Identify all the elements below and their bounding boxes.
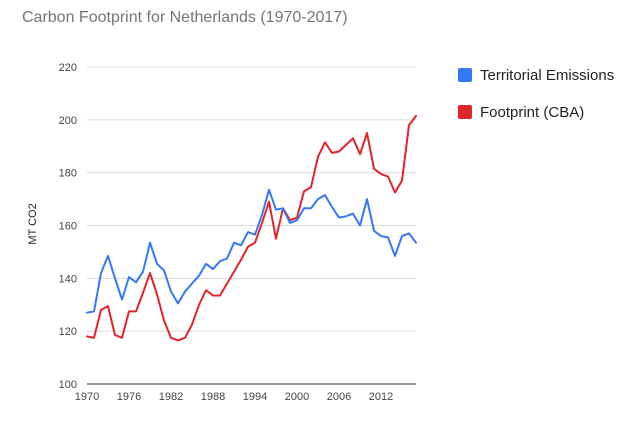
x-tick-label: 1970 bbox=[75, 391, 99, 403]
chart-title: Carbon Footprint for Netherlands (1970-2… bbox=[22, 9, 348, 26]
series-lines bbox=[86, 114, 417, 342]
grid-lines bbox=[87, 66, 416, 385]
y-tick-label: 140 bbox=[59, 273, 77, 285]
legend-swatch bbox=[458, 105, 472, 119]
y-axis-ticks: 100 120 140 160 180 200 220 bbox=[59, 62, 77, 391]
x-axis-ticks: 1970 1976 1982 1988 1994 2000 2006 2012 bbox=[75, 391, 393, 403]
x-tick-label: 1976 bbox=[117, 391, 141, 403]
legend-item: Footprint (CBA) bbox=[458, 104, 584, 121]
y-tick-label: 200 bbox=[59, 115, 77, 127]
legend-label: Territorial Emissions bbox=[480, 67, 614, 84]
legend: Territorial Emissions Footprint (CBA) bbox=[458, 67, 614, 121]
x-tick-label: 2000 bbox=[285, 391, 309, 403]
y-tick-label: 100 bbox=[59, 379, 77, 391]
y-tick-label: 220 bbox=[59, 62, 77, 74]
legend-item: Territorial Emissions bbox=[458, 67, 614, 84]
series-line-territorial-emissions bbox=[86, 188, 417, 314]
series-line-footprint-cba bbox=[86, 114, 417, 342]
y-axis-label: MT CO2 bbox=[27, 203, 39, 244]
x-tick-label: 1982 bbox=[159, 391, 183, 403]
x-tick-label: 2006 bbox=[327, 391, 351, 403]
y-tick-label: 160 bbox=[59, 221, 77, 233]
legend-label: Footprint (CBA) bbox=[480, 104, 584, 121]
x-tick-label: 2012 bbox=[369, 391, 393, 403]
legend-swatch bbox=[458, 68, 472, 82]
x-tick-label: 1988 bbox=[201, 391, 225, 403]
x-tick-label: 1994 bbox=[243, 391, 267, 403]
y-tick-label: 120 bbox=[59, 326, 77, 338]
y-tick-label: 180 bbox=[59, 168, 77, 180]
